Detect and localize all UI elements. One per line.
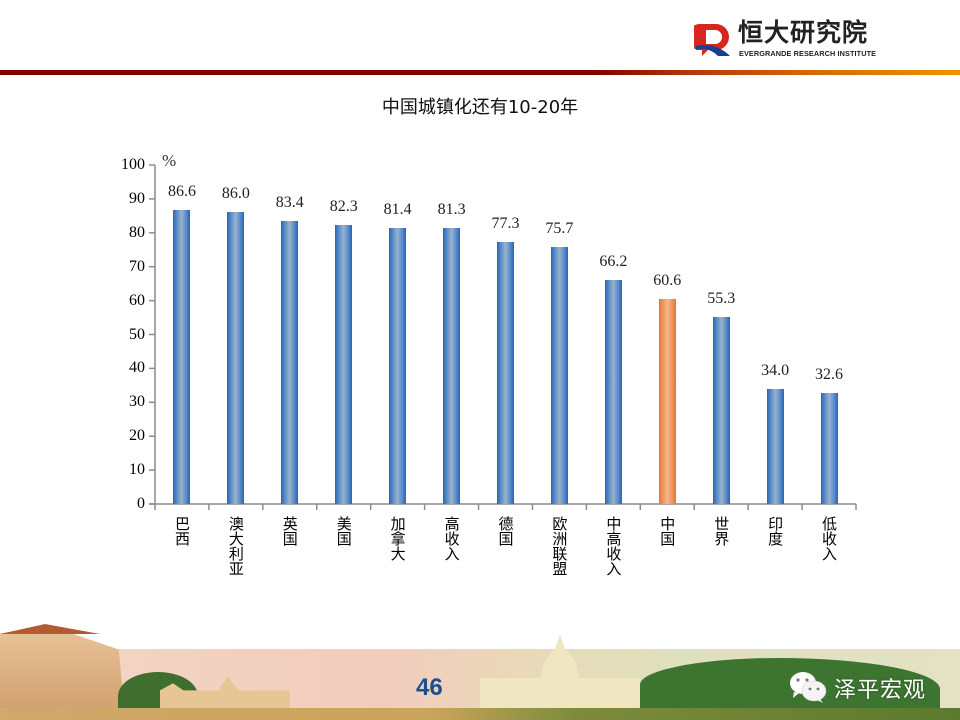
category-label: 德国	[496, 516, 515, 546]
category-label: 澳大利亚	[226, 516, 245, 576]
category-label: 低收入	[820, 516, 839, 561]
bar-1	[227, 212, 245, 504]
bar-9	[658, 298, 676, 504]
y-tick-label: 70	[129, 257, 145, 275]
header-divider-bar	[0, 70, 960, 75]
category-label: 中高收入	[604, 516, 623, 576]
value-label: 86.6	[167, 183, 196, 201]
category-label: 欧洲联盟	[550, 516, 569, 576]
villa-image	[0, 626, 125, 720]
bar-2	[281, 221, 299, 504]
value-label: 86.0	[221, 185, 250, 203]
bar-12	[820, 393, 838, 504]
category-label: 英国	[280, 516, 299, 546]
category-label: 高收入	[442, 516, 461, 561]
value-label: 83.4	[275, 194, 304, 212]
value-label: 77.3	[491, 214, 520, 232]
slide-header: 恒大研究院 EVERGRANDE RESEARCH INSTITUTE	[0, 0, 960, 76]
y-tick-label: 90	[129, 189, 145, 207]
y-tick-label: 0	[137, 495, 145, 512]
bar-8	[604, 279, 622, 504]
category-label: 加拿大	[388, 516, 407, 561]
value-label: 81.4	[383, 201, 412, 219]
value-label: 81.3	[437, 201, 466, 219]
bar-4	[389, 228, 407, 504]
bar-6	[497, 241, 514, 504]
value-label: 55.3	[707, 289, 736, 307]
value-label: 32.6	[815, 366, 844, 384]
bar-10	[712, 316, 730, 504]
category-label: 印度	[766, 516, 785, 546]
y-axis-unit: %	[162, 151, 177, 170]
y-tick-label: 30	[129, 393, 145, 411]
y-tick-label: 50	[129, 325, 145, 343]
brand-watermark: 泽平宏观	[834, 678, 927, 703]
category-label: 世界	[712, 516, 731, 546]
category-label: 巴西	[172, 516, 191, 546]
category-label: 美国	[334, 516, 353, 546]
y-tick-label: 60	[129, 291, 145, 309]
chart-axes	[149, 164, 857, 510]
page-number: 46	[416, 674, 443, 701]
villa-roof	[0, 624, 100, 634]
chart-title: 中国城镇化还有10-20年	[381, 97, 579, 118]
bar-7	[550, 247, 568, 504]
y-tick-label: 100	[121, 156, 145, 173]
value-label: 66.2	[599, 252, 628, 270]
logo-english-text: EVERGRANDE RESEARCH INSTITUTE	[739, 49, 877, 58]
wechat-icon	[790, 672, 827, 703]
y-tick-label: 20	[129, 427, 145, 445]
bar-5	[443, 228, 461, 504]
evergrande-logo-icon	[694, 24, 730, 56]
bar-chart: % 0 10 20 30 40 50 60 70 80 90 100 86.6 巴西 86.0 澳大利亚 83…	[121, 151, 857, 576]
footer-banner: 46 泽平宏观	[0, 612, 960, 720]
logo-chinese-text: 恒大研究院	[738, 18, 869, 47]
value-label: 34.0	[761, 361, 790, 379]
footer-ground	[0, 708, 960, 720]
bar-11	[766, 388, 784, 504]
value-label: 75.7	[545, 220, 574, 238]
category-label: 中国	[658, 516, 677, 546]
bar-0	[173, 210, 191, 504]
y-tick-label: 40	[129, 359, 145, 377]
bar-3	[335, 225, 353, 504]
y-tick-label: 10	[129, 461, 145, 479]
value-label: 82.3	[329, 198, 358, 215]
value-label: 60.6	[653, 271, 682, 289]
trees-image	[640, 658, 940, 716]
y-tick-label: 80	[129, 223, 145, 241]
evergrande-logo: 恒大研究院 EVERGRANDE RESEARCH INSTITUTE	[694, 18, 877, 60]
